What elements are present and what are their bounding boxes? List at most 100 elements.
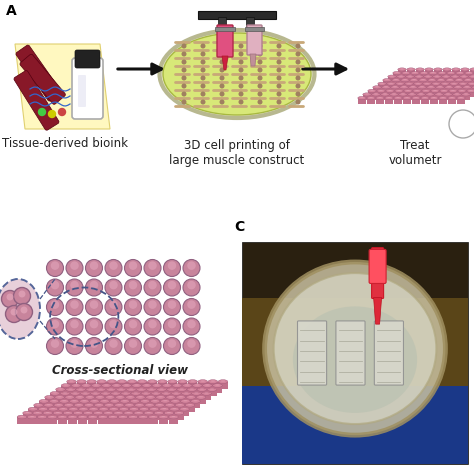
Ellipse shape <box>444 93 452 96</box>
Ellipse shape <box>159 396 163 397</box>
Ellipse shape <box>136 395 145 399</box>
Circle shape <box>125 259 142 276</box>
Ellipse shape <box>370 90 374 91</box>
Ellipse shape <box>104 403 114 407</box>
Ellipse shape <box>20 416 24 417</box>
Circle shape <box>58 109 65 116</box>
Ellipse shape <box>180 389 184 390</box>
Ellipse shape <box>109 407 118 411</box>
Ellipse shape <box>91 408 96 409</box>
Ellipse shape <box>421 79 425 80</box>
Ellipse shape <box>399 93 407 96</box>
Ellipse shape <box>401 79 409 82</box>
Polygon shape <box>182 385 192 392</box>
Ellipse shape <box>137 412 141 413</box>
Polygon shape <box>149 409 159 416</box>
Ellipse shape <box>64 384 68 385</box>
Polygon shape <box>128 417 138 424</box>
Ellipse shape <box>118 396 122 397</box>
Ellipse shape <box>50 416 55 417</box>
Polygon shape <box>100 393 110 401</box>
Ellipse shape <box>155 384 159 385</box>
Polygon shape <box>444 94 452 100</box>
Ellipse shape <box>152 383 162 387</box>
Polygon shape <box>61 385 71 392</box>
Ellipse shape <box>437 93 441 94</box>
Polygon shape <box>426 94 434 100</box>
Ellipse shape <box>176 395 186 399</box>
Ellipse shape <box>100 392 110 395</box>
Circle shape <box>220 52 224 56</box>
Polygon shape <box>399 94 407 100</box>
Ellipse shape <box>358 96 366 100</box>
Circle shape <box>239 52 243 56</box>
Polygon shape <box>162 385 172 392</box>
Polygon shape <box>146 390 156 396</box>
Circle shape <box>183 318 200 335</box>
Circle shape <box>16 303 33 320</box>
Polygon shape <box>43 413 53 420</box>
Ellipse shape <box>131 392 141 395</box>
Polygon shape <box>435 94 443 100</box>
Ellipse shape <box>173 400 177 401</box>
Ellipse shape <box>53 411 63 415</box>
Ellipse shape <box>167 412 171 413</box>
Text: A: A <box>6 4 17 18</box>
Ellipse shape <box>63 411 73 415</box>
Circle shape <box>129 301 137 309</box>
Circle shape <box>187 339 196 348</box>
Ellipse shape <box>188 404 192 405</box>
Ellipse shape <box>128 396 132 397</box>
Ellipse shape <box>97 380 107 383</box>
Ellipse shape <box>155 403 164 407</box>
Ellipse shape <box>160 381 164 382</box>
Polygon shape <box>136 397 145 404</box>
Ellipse shape <box>39 400 49 403</box>
Circle shape <box>239 76 243 80</box>
Ellipse shape <box>452 68 460 71</box>
Ellipse shape <box>456 72 464 74</box>
Ellipse shape <box>161 392 171 395</box>
Circle shape <box>125 299 142 316</box>
Ellipse shape <box>424 90 428 91</box>
Ellipse shape <box>420 72 428 74</box>
Polygon shape <box>129 409 139 416</box>
Ellipse shape <box>146 388 156 392</box>
Polygon shape <box>77 382 86 389</box>
Ellipse shape <box>385 79 389 80</box>
Polygon shape <box>150 401 160 408</box>
Ellipse shape <box>61 408 65 409</box>
FancyBboxPatch shape <box>78 75 86 107</box>
Ellipse shape <box>111 416 115 417</box>
Polygon shape <box>152 385 162 392</box>
Circle shape <box>258 100 262 104</box>
Ellipse shape <box>82 383 91 387</box>
Circle shape <box>187 281 196 289</box>
Polygon shape <box>405 84 413 90</box>
Polygon shape <box>460 77 468 82</box>
Polygon shape <box>182 393 191 401</box>
Polygon shape <box>55 397 64 404</box>
Ellipse shape <box>187 388 197 392</box>
Ellipse shape <box>418 86 426 89</box>
Ellipse shape <box>191 392 201 395</box>
Polygon shape <box>406 77 414 82</box>
Ellipse shape <box>463 86 471 89</box>
Polygon shape <box>176 397 186 404</box>
Circle shape <box>109 301 118 309</box>
Polygon shape <box>440 91 448 97</box>
Circle shape <box>66 299 83 316</box>
Circle shape <box>51 301 59 309</box>
Ellipse shape <box>161 416 165 417</box>
Ellipse shape <box>200 389 204 390</box>
Ellipse shape <box>170 389 173 390</box>
Ellipse shape <box>442 90 446 91</box>
Ellipse shape <box>451 90 455 91</box>
Ellipse shape <box>62 400 66 401</box>
Polygon shape <box>120 401 129 408</box>
Ellipse shape <box>150 400 160 403</box>
Polygon shape <box>100 401 109 408</box>
Ellipse shape <box>148 415 158 419</box>
Circle shape <box>48 110 55 118</box>
Polygon shape <box>76 390 85 396</box>
